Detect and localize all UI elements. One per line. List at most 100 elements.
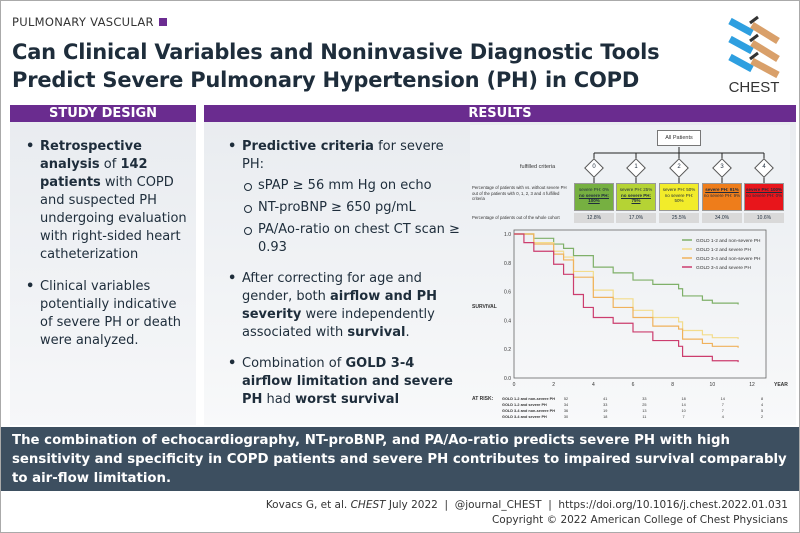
at-risk-value: 7 <box>722 409 724 413</box>
at-risk-value: 25 <box>642 403 646 407</box>
conclusion-banner: The combination of echocardiography, NT-… <box>0 427 800 491</box>
at-risk-value: 7 <box>722 403 724 407</box>
survival-curve <box>514 233 739 305</box>
legend-label: GOLD 3-4 and non-severe PH <box>696 256 761 262</box>
severe-ph-box: severe PH: 91% no severe PH: 9% <box>702 183 742 211</box>
y-axis-label: SURVIVAL <box>472 304 497 310</box>
study-design-bullet: Clinical variables potentially indicativ… <box>26 278 188 350</box>
chest-logo: CHEST <box>722 15 786 96</box>
x-tick-label: 2 <box>552 382 555 388</box>
at-risk-value: 14 <box>681 403 685 407</box>
y-tick-label: 1.0 <box>504 232 511 238</box>
nonsevere-pct: no severe PH: 0% <box>745 192 783 198</box>
study-design-panel: Retrospective analysis of 142 patients w… <box>10 122 196 425</box>
severe-pct: severe PH: 91% <box>705 187 739 192</box>
x-tick-label: 12 <box>749 382 755 388</box>
nonsevere-pct: no severe PH: 50% <box>664 192 694 204</box>
results-bullet: Predictive criteria for severe PH: sPAP … <box>228 138 464 257</box>
row1-label: Percentage of patients with vs. without … <box>472 185 567 201</box>
at-risk-row-name: GOLD 3-4 and non-severe PH <box>502 409 555 413</box>
category-label: PULMONARY VASCULAR <box>12 15 167 29</box>
nonsevere-pct: no severe PH: 100% <box>578 192 609 204</box>
at-risk-value: 36 <box>564 409 568 413</box>
at-risk-value: 5 <box>761 409 763 413</box>
at-risk-value: 19 <box>603 409 607 413</box>
at-risk-value: 34 <box>564 403 568 407</box>
x-tick-label: 8 <box>671 382 674 388</box>
row2-label: Percentage of patients out of the whole … <box>472 215 560 220</box>
criterion: PA/Ao-ratio on chest CT scan ≥ 0.93 <box>242 221 464 257</box>
survival-curve <box>514 233 739 363</box>
at-risk-value: 30 <box>564 415 568 419</box>
criteria-flowchart: All Patients fulfilled criteria Percenta… <box>470 125 790 230</box>
study-design-bullet: Retrospective analysis of 142 patients w… <box>26 138 188 264</box>
y-tick-label: 0.2 <box>504 347 511 353</box>
study-design-header: STUDY DESIGN <box>10 105 196 122</box>
y-tick-label: 0.6 <box>504 290 511 296</box>
x-axis-label: YEAR <box>774 382 788 388</box>
at-risk-value: 33 <box>642 397 646 401</box>
plot-frame <box>513 229 767 379</box>
all-patients-node: All Patients <box>657 130 701 146</box>
legend-label: GOLD 1-2 and severe PH <box>696 247 751 253</box>
cohort-pct: 34.0% <box>702 213 742 223</box>
svg-text:CHEST: CHEST <box>729 79 780 95</box>
y-tick-label: 0.4 <box>504 318 511 324</box>
at-risk-value: 7 <box>683 415 685 419</box>
criteria-count: 2 <box>677 164 681 170</box>
page-title: Can Clinical Variables and Noninvasive D… <box>12 40 660 92</box>
cohort-pct: 17.0% <box>616 213 656 223</box>
x-tick-label: 0 <box>513 382 516 388</box>
copyright: Copyright © 2022 American College of Che… <box>491 514 788 526</box>
criteria-count: 0 <box>592 164 596 170</box>
at-risk-value: 52 <box>564 397 568 401</box>
survival-curve <box>514 233 739 348</box>
severe-pct: severe PH: 25% <box>619 187 653 192</box>
at-risk-value: 10 <box>681 409 685 413</box>
severe-ph-box: severe PH: 0% no severe PH: 100% <box>574 183 614 211</box>
criteria-count: 3 <box>720 164 724 170</box>
x-tick-label: 10 <box>710 382 716 388</box>
x-tick-label: 6 <box>632 382 635 388</box>
at-risk-value: 18 <box>681 397 685 401</box>
at-risk-row-name: GOLD 1-2 and non-severe PH <box>502 397 555 401</box>
at-risk-label: AT RISK: <box>472 396 494 402</box>
severe-ph-box: severe PH: 100% no severe PH: 0% <box>744 183 784 211</box>
legend-label: GOLD 1-2 and non-severe PH <box>696 238 761 244</box>
cohort-pct: 10.6% <box>744 213 784 223</box>
at-risk-value: 2 <box>761 415 763 419</box>
fulfilled-criteria-label: fulfilled criteria <box>520 164 556 170</box>
criteria-count: 4 <box>762 164 766 170</box>
y-tick-label: 0.8 <box>504 261 511 267</box>
severe-ph-box: severe PH: 50% no severe PH: 50% <box>659 183 699 211</box>
y-tick-label: 0.0 <box>504 376 511 382</box>
at-risk-value: 4 <box>722 415 724 419</box>
severe-pct: severe PH: 0% <box>578 187 609 192</box>
x-tick-label: 4 <box>592 382 595 388</box>
at-risk-row-name: GOLD 1-2 and severe PH <box>502 403 547 407</box>
cohort-pct: 25.5% <box>659 213 699 223</box>
survival-curve <box>514 233 739 340</box>
severe-ph-box: severe PH: 25% no severe PH: 75% <box>616 183 656 211</box>
at-risk-value: 11 <box>642 415 646 419</box>
legend-label: GOLD 3-4 and severe PH <box>696 265 751 271</box>
cohort-pct: 12.8% <box>574 213 614 223</box>
survival-chart: 0.0 0.2 0.4 0.6 0.8 1.0 0 2 4 6 8 10 12 SURVIVAL YEAR G… <box>472 229 788 419</box>
at-risk-value: 18 <box>603 415 607 419</box>
at-risk-value: 14 <box>721 397 725 401</box>
at-risk-value: 4 <box>761 403 763 407</box>
at-risk-value: 13 <box>642 409 646 413</box>
results-header: RESULTS <box>204 105 796 122</box>
results-bullet: Combination of GOLD 3-4 airflow limitati… <box>228 355 464 409</box>
results-bullet: After correcting for age and gender, bot… <box>228 270 464 342</box>
criterion: NT-proBNP ≥ 650 pg/mL <box>242 199 464 217</box>
at-risk-row-name: GOLD 3-4 and severe PH <box>502 415 547 419</box>
at-risk-value: 41 <box>603 397 607 401</box>
severe-pct: severe PH: 100% <box>745 187 783 192</box>
at-risk-value: 33 <box>603 403 607 407</box>
nonsevere-pct: no severe PH: 9% <box>703 192 741 198</box>
criterion: sPAP ≥ 56 mm Hg on echo <box>242 177 464 195</box>
at-risk-value: 8 <box>761 397 763 401</box>
nonsevere-pct: no severe PH: 75% <box>620 192 651 204</box>
severe-pct: severe PH: 50% <box>662 187 696 192</box>
